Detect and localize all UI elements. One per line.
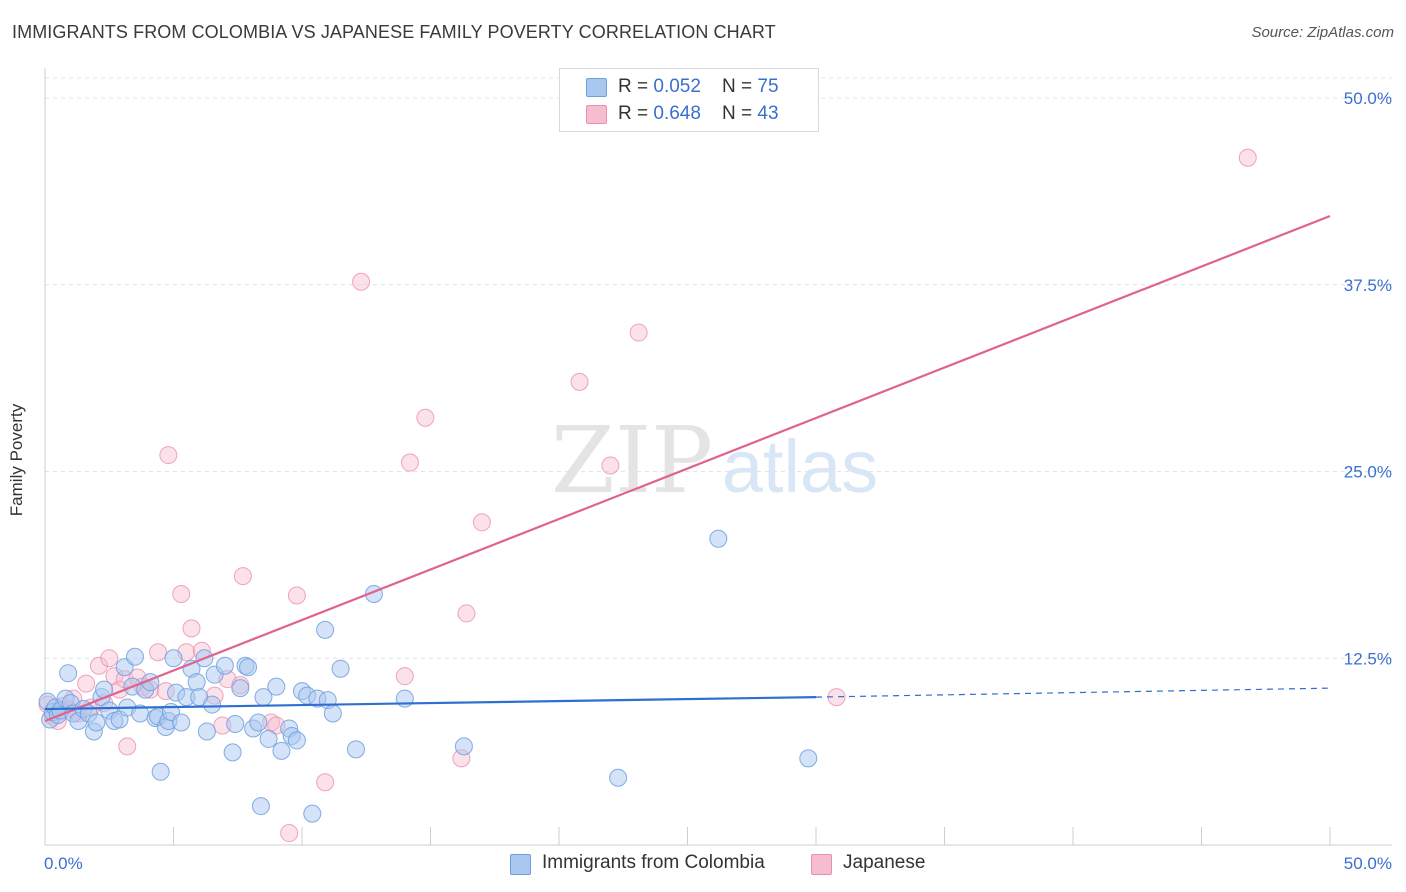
legend-n-value: 43 — [757, 103, 779, 124]
colombia-point — [187, 673, 206, 692]
japanese-point — [629, 323, 648, 342]
japanese-point — [89, 656, 108, 675]
japanese-point — [159, 446, 178, 465]
japanese-point — [287, 586, 306, 605]
colombia-point — [223, 743, 242, 762]
source-label: Source: ZipAtlas.com — [1251, 24, 1394, 41]
japanese-trend-line — [44, 215, 1331, 723]
colombia-point — [323, 704, 342, 723]
legend-n-label: N = — [722, 76, 758, 97]
watermark-atlas: atlas — [722, 425, 878, 508]
japanese-point — [472, 513, 491, 532]
tick-labels: 12.5% 25.0% 37.5% 50.0% 0.0% 50.0% — [44, 89, 1392, 873]
colombia-point — [799, 749, 818, 768]
trend-lines — [44, 215, 1331, 723]
colombia-point — [267, 677, 286, 696]
colombia-point — [272, 741, 291, 760]
japanese-point — [601, 456, 620, 475]
colombia-point — [226, 714, 245, 733]
legend-n-label: N = — [722, 103, 758, 124]
japanese-point — [182, 619, 201, 638]
japanese-point — [118, 737, 137, 756]
bottom-legend-label: Japanese — [843, 852, 926, 873]
japanese-point — [149, 643, 168, 662]
colombia-point — [239, 658, 258, 677]
japanese-point — [316, 773, 335, 792]
japanese-point — [416, 408, 435, 427]
colombia-point — [125, 647, 144, 666]
colombia-point — [59, 664, 78, 683]
colombia-point — [231, 679, 250, 698]
japanese-point — [400, 453, 419, 472]
watermark-zip: ZIP — [551, 407, 713, 514]
y-tick-label: 50.0% — [1344, 89, 1392, 108]
y-tick-label: 25.0% — [1344, 463, 1392, 482]
japanese-point — [280, 824, 299, 843]
colombia-point — [287, 731, 306, 750]
legend-r-value: 0.052 — [653, 76, 701, 97]
colombia-point — [172, 713, 191, 732]
bottom-legend-swatch-pink — [811, 854, 832, 875]
colombia-point — [454, 737, 473, 756]
colombia-point — [346, 740, 365, 759]
japanese-point — [395, 667, 414, 686]
colombia-point — [303, 804, 322, 823]
japanese-point — [457, 604, 476, 623]
bottom-legend-label: Immigrants from Colombia — [542, 852, 765, 873]
colombia-point — [331, 659, 350, 678]
legend-r-label: R = — [618, 103, 654, 124]
legend-swatch-blue — [586, 78, 607, 97]
legend: R = 0.052 N = 75 R = 0.648 N = 43 — [559, 68, 819, 132]
japanese-point — [233, 567, 252, 586]
y-tick-label: 37.5% — [1344, 276, 1392, 295]
chart-title: IMMIGRANTS FROM COLOMBIA VS JAPANESE FAM… — [12, 22, 776, 42]
colombia-point — [249, 713, 268, 732]
colombia-points — [38, 529, 818, 823]
colombia-point — [164, 649, 183, 668]
colombia-point — [316, 620, 335, 639]
x-tick-label: 0.0% — [44, 854, 83, 873]
legend-swatch-pink — [586, 105, 607, 124]
bottom-legend-swatch-blue — [510, 854, 531, 875]
legend-r-value: 0.648 — [653, 103, 701, 124]
japanese-point — [100, 649, 119, 668]
legend-r-label: R = — [618, 76, 654, 97]
x-tick-label: 50.0% — [1344, 854, 1392, 873]
japanese-point — [1238, 148, 1257, 167]
colombia-trend-extension — [815, 687, 1331, 698]
y-tick-label: 12.5% — [1344, 649, 1392, 668]
colombia-point — [87, 713, 106, 732]
japanese-point — [352, 272, 371, 291]
japanese-point — [77, 674, 96, 693]
colombia-point — [203, 695, 222, 714]
colombia-point — [251, 797, 270, 816]
colombia-point — [151, 762, 170, 781]
colombia-trend-line — [44, 695, 817, 711]
colombia-point — [215, 656, 234, 675]
colombia-point — [259, 729, 278, 748]
legend-n-value: 75 — [757, 76, 779, 97]
colombia-point — [709, 529, 728, 548]
japanese-point — [570, 372, 589, 391]
colombia-point — [197, 722, 216, 741]
colombia-point — [609, 768, 628, 787]
watermark: ZIP atlas — [551, 407, 878, 514]
japanese-point — [172, 585, 191, 604]
